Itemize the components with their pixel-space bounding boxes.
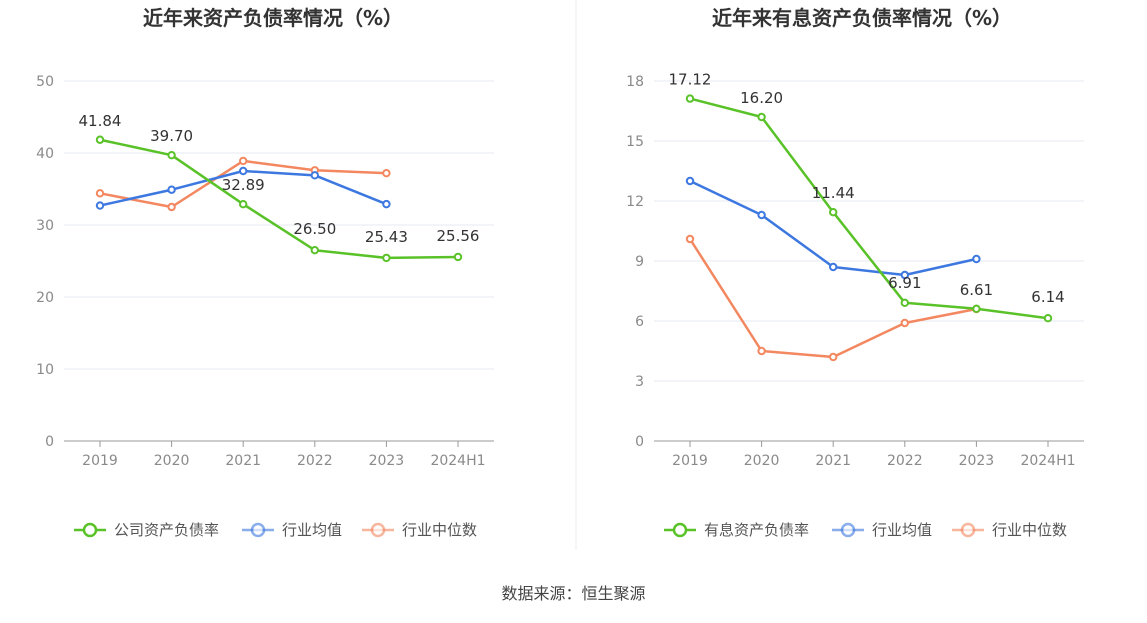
data-point xyxy=(1043,314,1053,323)
legend-item: 行业均值 xyxy=(242,521,342,539)
data-point xyxy=(757,210,766,220)
data-label: 6.91 xyxy=(888,274,921,292)
data-point xyxy=(239,166,248,176)
data-point xyxy=(95,189,105,198)
legend-item: 行业中位数 xyxy=(362,521,477,539)
x-tick-label: 2024H1 xyxy=(1020,453,1075,469)
y-tick-label: 40 xyxy=(36,146,54,162)
data-point xyxy=(900,298,909,307)
data-point xyxy=(453,252,463,262)
data-label: 6.61 xyxy=(960,281,993,299)
x-tick-label: 2021 xyxy=(815,453,851,469)
data-label: 11.44 xyxy=(812,184,855,202)
legend-marker xyxy=(672,522,688,538)
legend-label: 行业均值 xyxy=(282,521,342,539)
y-tick-label: 15 xyxy=(626,134,644,150)
data-point xyxy=(310,246,319,255)
data-label: 6.14 xyxy=(1031,288,1064,306)
data-point xyxy=(685,176,695,186)
legend-item: 有息资产负债率 xyxy=(664,521,809,539)
series-line xyxy=(99,138,459,260)
y-tick-label: 20 xyxy=(36,290,54,306)
legend-item: 行业均值 xyxy=(832,521,932,539)
data-point xyxy=(829,352,838,362)
data-label: 25.56 xyxy=(437,227,480,245)
legend-item: 公司资产负债率 xyxy=(74,521,219,539)
x-tick-label: 2023 xyxy=(369,453,405,469)
y-tick-label: 10 xyxy=(36,362,54,378)
legend-label: 行业中位数 xyxy=(992,521,1067,539)
y-tick-label: 50 xyxy=(36,74,54,90)
legend-marker xyxy=(82,522,98,538)
y-tick-label: 0 xyxy=(635,434,644,450)
legend-label: 行业中位数 xyxy=(402,521,477,539)
legend-label: 行业均值 xyxy=(872,521,932,539)
data-point xyxy=(685,234,695,244)
x-tick-label: 2020 xyxy=(744,453,780,469)
y-tick-label: 6 xyxy=(635,314,644,330)
chart-title: 近年来资产负债率情况（%） xyxy=(143,6,403,30)
x-tick-label: 2022 xyxy=(887,453,923,469)
data-label: 32.89 xyxy=(222,176,265,194)
data-point xyxy=(757,112,766,122)
chart-title: 近年来有息资产负债率情况（%） xyxy=(712,6,1012,30)
data-point xyxy=(972,254,981,264)
data-point xyxy=(167,185,176,194)
data-point xyxy=(382,253,391,263)
data-point xyxy=(95,201,105,210)
x-tick-label: 2021 xyxy=(225,453,261,469)
data-point xyxy=(95,135,105,144)
data-point xyxy=(167,150,176,160)
legend-marker xyxy=(370,522,386,538)
data-point xyxy=(382,168,391,178)
data-point xyxy=(239,156,248,166)
chart-panel-1: 近年来资产负债率情况（%） 0 10 20 30 40 50 2019 2020 2021 2022… xyxy=(36,6,494,539)
chart-panel-2: 近年来有息资产负债率情况（%） 0 3 6 9 12 15 18 2019 2020 2021 202… xyxy=(626,6,1084,539)
series-line xyxy=(688,238,977,359)
x-tick-label: 2020 xyxy=(154,453,190,469)
data-point xyxy=(167,202,176,212)
y-tick-label: 3 xyxy=(635,374,644,390)
data-point xyxy=(685,94,695,103)
x-tick-label: 2023 xyxy=(959,453,995,469)
data-point xyxy=(382,199,391,209)
legend-marker xyxy=(960,522,976,538)
x-tick-label: 2019 xyxy=(672,453,708,469)
y-tick-label: 30 xyxy=(36,218,54,234)
legend-marker xyxy=(250,522,266,538)
legend-marker xyxy=(840,522,856,538)
y-tick-label: 12 xyxy=(626,194,644,210)
data-point xyxy=(757,346,766,356)
legend-label: 公司资产负债率 xyxy=(114,521,219,539)
data-label: 39.70 xyxy=(150,127,193,145)
data-label: 25.43 xyxy=(365,228,408,246)
data-point xyxy=(829,262,838,272)
y-tick-label: 18 xyxy=(626,74,644,90)
data-point xyxy=(900,270,909,280)
legend-item: 行业中位数 xyxy=(952,521,1067,539)
data-label: 26.50 xyxy=(293,220,336,238)
y-tick-label: 0 xyxy=(45,434,54,450)
x-tick-label: 2022 xyxy=(297,453,333,469)
data-point xyxy=(972,304,981,313)
data-point xyxy=(310,171,319,180)
data-point xyxy=(239,199,248,209)
data-point xyxy=(829,208,838,217)
y-tick-label: 9 xyxy=(635,254,644,270)
data-label: 16.20 xyxy=(740,89,783,107)
data-source-note: 数据来源：恒生聚源 xyxy=(501,584,646,603)
series-line xyxy=(689,97,1049,320)
data-point xyxy=(900,318,909,328)
x-tick-label: 2024H1 xyxy=(430,453,485,469)
legend-label: 有息资产负债率 xyxy=(704,521,809,539)
x-tick-label: 2019 xyxy=(82,453,118,469)
data-label: 41.84 xyxy=(79,112,122,130)
data-label: 17.12 xyxy=(669,71,712,89)
